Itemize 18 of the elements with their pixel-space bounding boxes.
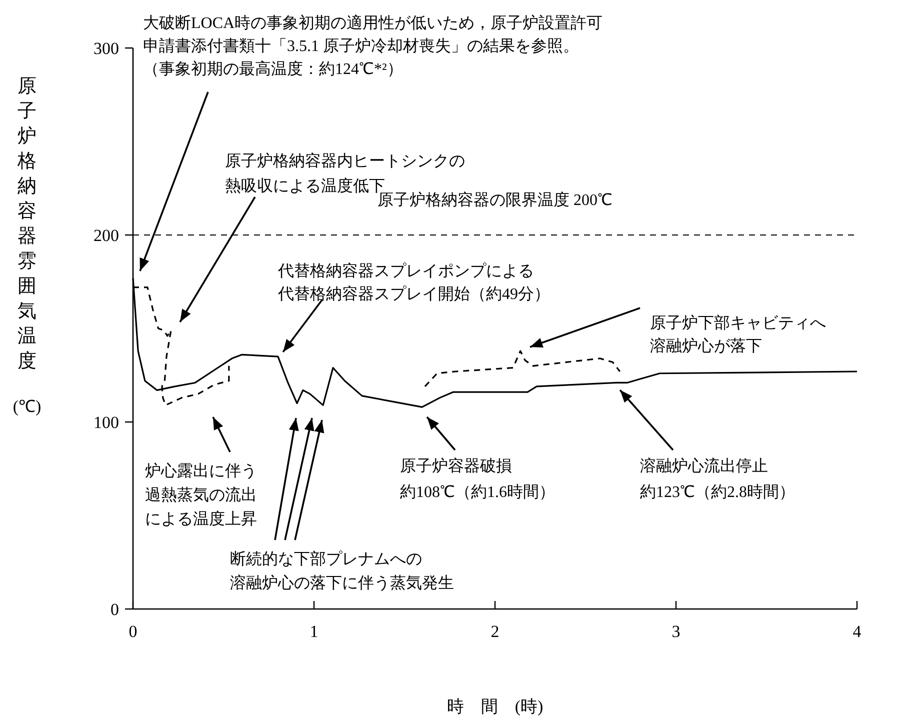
annotation: 溶融炉心流出停止約123℃（約2.8時間） bbox=[640, 457, 795, 501]
y-tick-label: 200 bbox=[94, 226, 119, 245]
x-tick-label: 4 bbox=[852, 622, 862, 641]
y-tick-label: 100 bbox=[94, 413, 119, 432]
x-axis-title: 時 間 (時) bbox=[446, 697, 544, 716]
annotation: 断続的な下部プレナムへの溶融炉心の落下に伴う蒸気発生 bbox=[230, 550, 454, 592]
y-tick-label: 0 bbox=[110, 600, 119, 619]
x-tick-label: 0 bbox=[128, 622, 138, 641]
x-tick-label: 2 bbox=[490, 622, 500, 641]
x-tick-label: 3 bbox=[672, 622, 680, 641]
annotation: 炉心露出に伴う過熱蒸気の流出による温度上昇 bbox=[145, 462, 257, 528]
text: 原子炉格納容器雰囲気温度 (℃) bbox=[12, 76, 42, 416]
x-tick-label: 1 bbox=[310, 622, 318, 641]
annotation: 代替格納容器スプレイポンプによる代替格納容器スプレイ開始（約49分） bbox=[277, 262, 550, 303]
annotation: 原子炉容器破損約108℃（約1.6時間） bbox=[400, 457, 555, 501]
annotation: 大破断LOCA時の事象初期の適用性が低いため，原子炉設置許可申請書添付書類十「3.5.1 原子炉冷却材喪失」の結果を参照。（事象初期の最高温度：約124℃*²） bbox=[143, 14, 603, 78]
y-tick-label: 300 bbox=[94, 39, 119, 58]
annotation: 原子炉下部キャビティへ溶融炉心が落下 bbox=[650, 314, 826, 355]
